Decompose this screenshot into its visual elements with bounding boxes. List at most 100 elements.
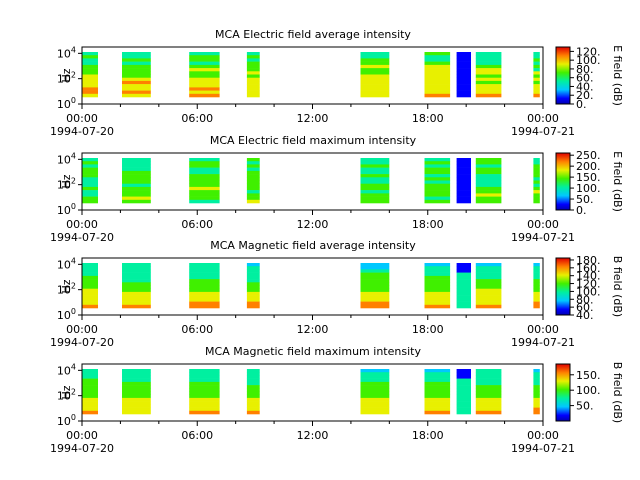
spectrogram-cell [246, 80, 260, 85]
spectrogram-cell [360, 199, 390, 204]
spectrogram-cell [82, 263, 98, 267]
y-tick-label: 100 [57, 96, 76, 111]
spectrogram-cell [456, 167, 471, 172]
spectrogram-cell [122, 304, 151, 309]
spectrogram-cell [246, 90, 260, 95]
colorbar: 150. 100. 50. B field (dB) [555, 362, 624, 423]
spectrogram-cell [456, 158, 471, 162]
spectrogram-cell [475, 391, 502, 395]
y-tick-label: 100 [57, 413, 76, 428]
spectrogram-cell [360, 279, 390, 283]
spectrogram-cell [424, 74, 451, 78]
spectrogram-cell [424, 372, 451, 376]
spectrogram-cell [122, 378, 151, 383]
spectrogram-cell [189, 272, 220, 277]
spectrogram-cell [82, 174, 98, 178]
spectrogram-cell [533, 369, 540, 373]
x-date-label: 1994-07-20 [50, 336, 114, 349]
spectrogram-cell [456, 164, 471, 168]
spectrogram-cell [533, 93, 540, 98]
spectrogram-cell [424, 275, 451, 280]
spectrogram-cell [424, 272, 451, 277]
spectrogram-cell [424, 285, 451, 289]
spectrogram-cell [456, 304, 471, 309]
spectrogram-cell [82, 180, 98, 184]
spectrogram-cell [475, 291, 502, 296]
spectrogram-cell [246, 161, 260, 165]
spectrogram-cell [475, 193, 502, 197]
spectrogram-cell [122, 407, 151, 412]
spectrogram-cell [360, 288, 390, 293]
spectrogram-cell [189, 282, 220, 286]
spectrogram-cell [456, 180, 471, 184]
spectrogram-cell [360, 183, 390, 188]
spectrogram-cell [122, 77, 151, 82]
spectrogram-cell [456, 263, 471, 267]
colorbar: 180.160.140.120.100.80.60.40. B field (dB… [555, 254, 624, 322]
spectrogram-cell [189, 381, 220, 386]
spectrogram-cell [475, 80, 502, 85]
spectrogram-cell [475, 401, 502, 405]
spectrogram-cell [533, 407, 540, 412]
y-tick-label: 100 [57, 307, 76, 322]
spectrogram-cell [189, 93, 220, 98]
spectrogram-cell [82, 87, 98, 91]
x-date-label: 1994-07-20 [50, 442, 114, 455]
spectrogram-cell [82, 74, 98, 78]
spectrogram-cell [82, 183, 98, 188]
spectrogram-cell [424, 55, 451, 59]
spectrogram-cell [246, 71, 260, 75]
spectrogram-cell [456, 407, 471, 412]
panel-1: MCA Electric field average intensity 100 1… [50, 28, 624, 138]
y-tick-label: 102 [57, 71, 76, 86]
spectrogram-cell [246, 186, 260, 191]
spectrogram-cell [122, 199, 151, 204]
spectrogram-cell [82, 372, 98, 376]
spectrogram-cell [122, 295, 151, 299]
spectrogram-cell [189, 375, 220, 379]
spectrogram-cell [189, 378, 220, 383]
spectrogram-cell [533, 295, 540, 299]
plot-area [82, 258, 543, 315]
spectrogram-cell [246, 199, 260, 204]
spectrogram-cell [424, 401, 451, 405]
spectrogram-cell [360, 295, 390, 299]
spectrogram-cell [189, 304, 220, 309]
spectrogram [82, 263, 540, 309]
spectrogram-cell [475, 275, 502, 280]
spectrogram-cell [424, 199, 451, 204]
spectrogram-cell [189, 177, 220, 181]
colorbar-tick-label: 40. [576, 80, 594, 93]
spectrogram-cell [189, 74, 220, 78]
spectrogram-cell [360, 74, 390, 78]
spectrogram-cell [122, 381, 151, 386]
colorbar-tick-label: 150. [576, 369, 601, 382]
spectrogram-cell [424, 295, 451, 299]
spectrogram-cell [189, 404, 220, 408]
spectrogram-cell [246, 385, 260, 389]
spectrogram-cell [424, 93, 451, 98]
spectrogram-cell [122, 275, 151, 280]
spectrogram-cell [189, 87, 220, 91]
spectrogram-cell [360, 407, 390, 412]
spectrogram-cell [82, 391, 98, 395]
spectrogram-cell [475, 164, 502, 168]
spectrogram-cell [533, 410, 540, 415]
spectrogram-cell [360, 64, 390, 69]
spectrogram-cell [475, 190, 502, 194]
spectrogram-cell [533, 404, 540, 408]
spectrogram-cell [189, 196, 220, 201]
spectrogram-cell [82, 378, 98, 383]
spectrogram-cell [456, 410, 471, 415]
spectrogram-cell [424, 174, 451, 178]
spectrogram-cell [533, 80, 540, 85]
y-axis-label: Hz [60, 174, 73, 188]
spectrogram-cell [475, 404, 502, 408]
spectrogram-cell [424, 164, 451, 168]
spectrogram-cell [82, 285, 98, 289]
spectrogram-cell [424, 170, 451, 175]
spectrogram-cell [122, 55, 151, 59]
spectrogram-cell [360, 275, 390, 280]
spectrogram-cell [360, 401, 390, 405]
spectrogram-cell [456, 404, 471, 408]
